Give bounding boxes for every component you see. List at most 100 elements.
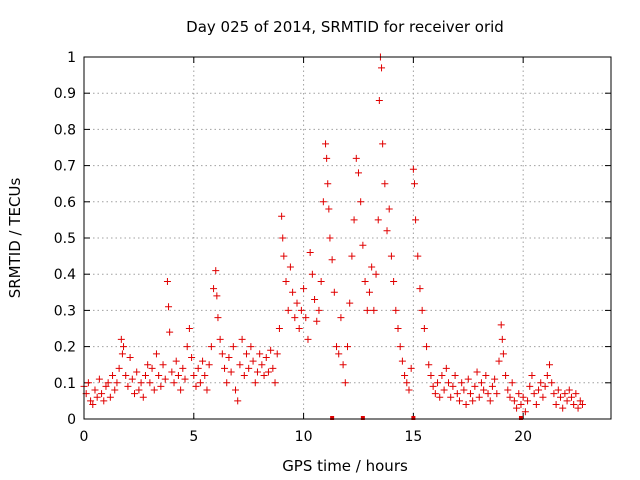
data-point [493, 390, 501, 398]
data-point [177, 386, 185, 394]
data-point [398, 357, 406, 365]
data-point [350, 216, 358, 224]
data-point [216, 335, 224, 343]
data-point [521, 408, 529, 416]
data-point [190, 372, 198, 380]
data-point [141, 372, 149, 380]
data-point [128, 375, 136, 383]
data-point [293, 299, 301, 307]
data-point [541, 382, 549, 390]
data-point [526, 382, 534, 390]
data-point [253, 368, 261, 376]
data-point [383, 227, 391, 235]
y-tick-label: 0.8 [54, 122, 76, 138]
data-point [438, 372, 446, 380]
data-point [297, 306, 305, 314]
data-point [183, 343, 191, 351]
y-tick-label: 0.1 [54, 376, 76, 392]
data-point [539, 393, 547, 401]
data-point [453, 390, 461, 398]
data-point [570, 401, 578, 409]
data-point [210, 285, 218, 293]
data-point [418, 306, 426, 314]
data-point [574, 404, 582, 412]
data-point [515, 390, 523, 398]
data-point [91, 386, 99, 394]
data-point [213, 292, 221, 300]
data-point [212, 267, 220, 275]
data-point [109, 372, 117, 380]
data-point [326, 234, 334, 242]
data-point [295, 325, 303, 332]
data-point [118, 350, 126, 358]
data-point [442, 364, 450, 372]
data-point [207, 343, 215, 351]
data-point [510, 397, 518, 405]
data-point [306, 248, 314, 256]
data-point [148, 364, 156, 372]
data-point [165, 303, 173, 311]
data-point [471, 382, 479, 390]
data-point [412, 216, 420, 224]
data-point [339, 361, 347, 369]
y-tick-label: 0.4 [54, 267, 76, 283]
y-tick-label: 1 [67, 50, 76, 66]
data-point [499, 350, 507, 358]
data-points [80, 53, 586, 420]
data-point [543, 372, 551, 380]
data-point [225, 353, 233, 361]
data-point [240, 372, 248, 380]
data-point [100, 397, 108, 405]
zero-marker [330, 416, 335, 420]
data-point [425, 361, 433, 369]
data-point [546, 361, 554, 369]
data-point [95, 375, 103, 383]
data-point [561, 390, 569, 398]
data-point [172, 357, 180, 365]
data-point [267, 346, 275, 354]
data-point [168, 368, 176, 376]
data-point [269, 364, 277, 372]
data-point [98, 390, 106, 398]
data-point [357, 198, 365, 206]
data-point [359, 241, 367, 249]
data-point [495, 357, 503, 365]
data-point [271, 379, 279, 387]
data-point [488, 382, 496, 390]
data-point [352, 154, 360, 162]
data-point [445, 379, 453, 387]
data-point [157, 382, 165, 390]
data-point [188, 353, 196, 361]
data-point [264, 368, 272, 376]
data-point [106, 393, 114, 401]
data-point [519, 393, 527, 401]
data-point [498, 335, 506, 343]
data-point [302, 314, 310, 322]
data-point [420, 325, 428, 332]
data-point [458, 379, 466, 387]
data-point [396, 343, 404, 351]
data-point [242, 350, 250, 358]
data-point [480, 386, 488, 394]
data-point [115, 364, 123, 372]
data-point [196, 379, 204, 387]
data-point [201, 372, 209, 380]
data-point [375, 96, 383, 104]
data-point [434, 379, 442, 387]
data-point [330, 288, 338, 296]
data-point [556, 393, 564, 401]
data-point [328, 256, 336, 264]
data-point [346, 299, 354, 307]
data-point [234, 397, 242, 405]
data-point [403, 379, 411, 387]
data-point [227, 368, 235, 376]
data-point [199, 357, 207, 365]
data-point [102, 382, 110, 390]
data-point [449, 382, 457, 390]
data-point [232, 386, 240, 394]
data-point [137, 379, 145, 387]
data-point [174, 372, 182, 380]
y-tick-label: 0.7 [54, 159, 76, 175]
data-point [451, 372, 459, 380]
zero-marker [360, 416, 365, 420]
